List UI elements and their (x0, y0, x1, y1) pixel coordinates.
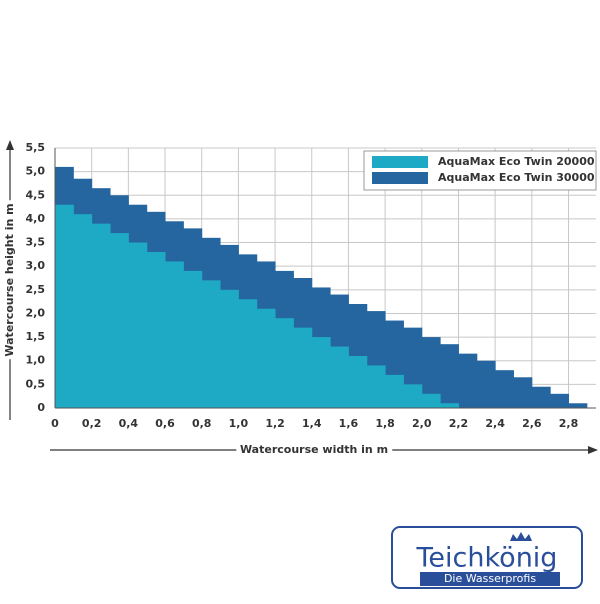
step-bar (146, 252, 166, 408)
x-arrowhead (588, 446, 598, 454)
x-tick-label: 0,8 (192, 417, 212, 430)
x-tick-label: 2,2 (449, 417, 469, 430)
legend-label: AquaMax Eco Twin 30000 (438, 171, 595, 184)
y-axis-label: Watercourse height in m (3, 203, 16, 356)
legend-swatch (372, 156, 428, 168)
x-axis-label: Watercourse width in m (240, 443, 388, 456)
x-tick-label: 1,0 (229, 417, 249, 430)
step-bar (458, 353, 478, 408)
x-tick-label: 2,6 (522, 417, 542, 430)
step-bar (91, 223, 111, 408)
step-bar (73, 214, 93, 408)
plot (55, 166, 588, 408)
step-bar (385, 374, 404, 408)
x-tick-label: 1,4 (302, 417, 322, 430)
step-bar (348, 356, 368, 408)
y-arrowhead (6, 140, 14, 150)
logo: Teichkönig Die Wasserprofis (391, 526, 583, 589)
step-bar (201, 280, 221, 408)
step-bar (55, 204, 74, 408)
step-bar (421, 337, 441, 408)
y-tick-label: 1,5 (26, 330, 46, 343)
y-tick-label: 1,0 (26, 354, 46, 367)
y-tick-label: 5,5 (26, 141, 46, 154)
step-bar (513, 377, 533, 408)
step-bar (183, 270, 203, 408)
step-bar (476, 360, 496, 408)
x-tick-label: 1,2 (265, 417, 285, 430)
step-bar (531, 386, 551, 408)
legend-label: AquaMax Eco Twin 20000 (438, 155, 595, 168)
step-bar (275, 318, 294, 408)
step-bar (165, 261, 184, 408)
x-tick-label: 2,8 (559, 417, 579, 430)
step-bar (220, 289, 239, 408)
x-tick-label: 1,6 (339, 417, 359, 430)
x-tick-label: 2,4 (485, 417, 505, 430)
x-tick-label: 0,4 (119, 417, 139, 430)
legend-swatch (372, 172, 428, 184)
step-bar (128, 242, 148, 408)
y-tick-label: 0 (37, 401, 45, 414)
step-bar (238, 299, 258, 408)
y-tick-label: 2,0 (26, 306, 46, 319)
step-bar (440, 403, 459, 408)
legend: AquaMax Eco Twin 20000 AquaMax Eco Twin 3… (363, 150, 597, 191)
step-bar (568, 403, 588, 408)
step-bar (550, 393, 569, 408)
step-bar (366, 365, 386, 408)
step-bar (330, 346, 349, 408)
step-bar (403, 384, 423, 408)
y-tick-label: 5,0 (26, 165, 46, 178)
y-tick-label: 0,5 (26, 377, 46, 390)
y-tick-label: 2,5 (26, 283, 46, 296)
logo-tagline: Die Wasserprofis (444, 572, 536, 585)
y-tick-label: 4,0 (26, 212, 46, 225)
logo-brand: Teichkönig (416, 543, 558, 574)
x-tick-label: 0,6 (155, 417, 175, 430)
logo-band (420, 572, 560, 586)
step-bar (311, 337, 331, 408)
step-bar (440, 344, 459, 408)
ticks: 0 0,5 1,0 1,5 2,0 2,5 3,0 3,5 4,0 4,5 5,0 5,5 0 0,2 0,… (26, 141, 596, 430)
x-tick-label: 1,8 (375, 417, 395, 430)
step-bar (293, 327, 313, 408)
x-tick-label: 0 (51, 417, 59, 430)
y-tick-label: 3,0 (26, 259, 46, 272)
step-bar (256, 308, 276, 408)
y-tick-label: 4,5 (26, 188, 46, 201)
x-tick-label: 0,2 (82, 417, 102, 430)
x-tick-label: 2,0 (412, 417, 432, 430)
crown (510, 532, 532, 541)
step-bar (421, 393, 441, 408)
y-tick-label: 3,5 (26, 236, 46, 249)
step-bar (495, 370, 514, 408)
step-bar (110, 233, 129, 408)
